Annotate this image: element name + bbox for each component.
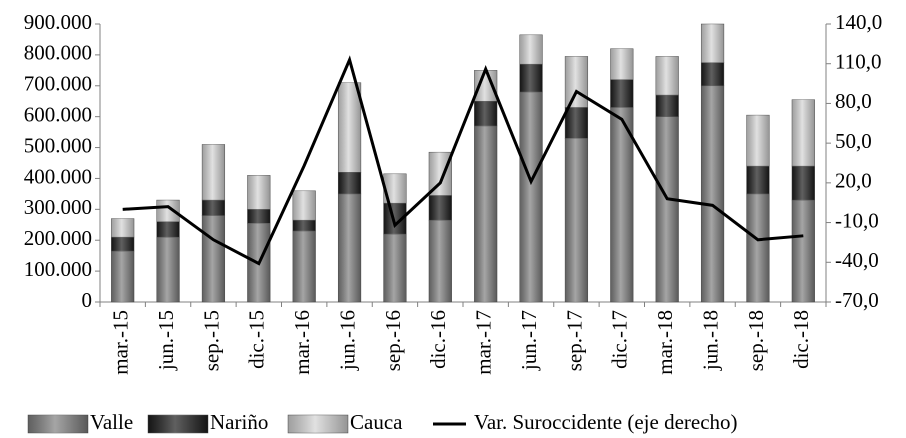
bar-shade (791, 200, 815, 302)
bar-shade (156, 237, 180, 302)
legend-label: Var. Suroccidente (eje derecho) (474, 410, 738, 434)
x-tick-label: sep.-15 (199, 310, 223, 371)
x-tick-label: mar.-16 (290, 310, 314, 375)
bar-shade (746, 193, 770, 302)
bar-shade (428, 195, 452, 221)
bar-shade (610, 107, 634, 303)
bar-shade (701, 85, 724, 303)
x-tick-label: jun.-18 (698, 310, 722, 371)
x-tick-label: jun.-17 (517, 310, 541, 371)
bar-shade (247, 209, 271, 224)
legend-shade (148, 415, 208, 433)
bar-shade (247, 175, 271, 210)
legend-label: Nariño (210, 410, 268, 434)
y-tick-label: 200.000 (24, 226, 92, 250)
bar-shade (383, 173, 407, 204)
bar-shade (338, 172, 361, 194)
bar-shade (474, 70, 498, 102)
bar-shade (610, 48, 634, 80)
bar-shade (655, 56, 679, 96)
y-tick-label: 500.000 (24, 133, 92, 157)
y-tick-label: 400.000 (24, 164, 92, 188)
bar-shade (746, 115, 770, 167)
bar-shade (111, 237, 135, 252)
y-tick-label: 300.000 (24, 195, 92, 219)
y2-tick-label: 80,0 (835, 89, 872, 113)
bar-shade (338, 193, 361, 302)
y2-tick-label: -10,0 (835, 208, 879, 232)
y-tick-label: 900.000 (24, 10, 92, 34)
y-tick-label: 600.000 (24, 102, 92, 126)
x-tick-label: sep.-17 (562, 310, 586, 371)
y-tick-label: 700.000 (24, 72, 92, 96)
x-tick-label: jun.-15 (154, 310, 178, 371)
legend-shade (28, 415, 88, 433)
bar-shade (156, 200, 180, 222)
bar-shade (655, 95, 679, 117)
x-tick-label: dic.-15 (245, 310, 269, 369)
bar-shade (474, 125, 498, 302)
y-tick-label: 800.000 (24, 41, 92, 65)
x-tick-label: dic.-17 (608, 310, 632, 369)
legend-label: Valle (90, 410, 133, 434)
y2-tick-label: 140,0 (835, 10, 882, 34)
y2-tick-label: 20,0 (835, 169, 872, 193)
bar-shade (701, 62, 724, 86)
bar-shade (111, 251, 135, 302)
x-tick-label: sep.-18 (744, 310, 768, 371)
x-tick-label: mar.-15 (109, 310, 133, 375)
x-tick-label: mar.-18 (653, 310, 677, 375)
x-tick-label: jun.-16 (335, 310, 359, 371)
bar-shade (338, 82, 361, 173)
bar-shade (610, 79, 634, 108)
legend-label: Cauca (350, 410, 403, 434)
bar-shade (383, 203, 407, 235)
y-tick-label: 100.000 (24, 257, 92, 281)
bar-shade (791, 99, 815, 167)
bar-shade (701, 24, 724, 63)
x-tick-label: mar.-17 (472, 310, 496, 375)
bar-shade (428, 152, 452, 196)
bar-shade (111, 218, 135, 238)
bar-shade (202, 200, 225, 216)
x-tick-label: sep.-16 (381, 310, 405, 371)
bar-shade (202, 144, 225, 201)
bar-shade (791, 166, 815, 201)
x-tick-label: dic.-18 (789, 310, 813, 369)
bar-shade (565, 56, 588, 108)
y2-tick-label: 110,0 (835, 50, 881, 74)
bar-shade (565, 107, 588, 139)
bar-shade (655, 116, 679, 303)
bar-shade (474, 101, 498, 126)
bar-shade (746, 166, 770, 194)
y2-tick-label: 50,0 (835, 129, 872, 153)
bar-shade (565, 138, 588, 302)
bar-shade (383, 234, 407, 302)
bar-shade (156, 221, 180, 238)
y2-tick-label: -70,0 (835, 288, 879, 312)
line (122, 55, 804, 266)
bar-shade (519, 64, 543, 92)
y-tick-label: 0 (82, 288, 93, 312)
legend-shade (288, 415, 348, 433)
bar-shade (292, 220, 316, 231)
bar-shade (202, 215, 225, 302)
x-tick-label: dic.-16 (426, 310, 450, 369)
bar-shade (428, 220, 452, 302)
bar-shade (292, 230, 316, 302)
bar-shade (292, 190, 316, 221)
bar-shade (519, 34, 543, 65)
y2-tick-label: -40,0 (835, 248, 879, 272)
bar-shade (519, 91, 543, 302)
